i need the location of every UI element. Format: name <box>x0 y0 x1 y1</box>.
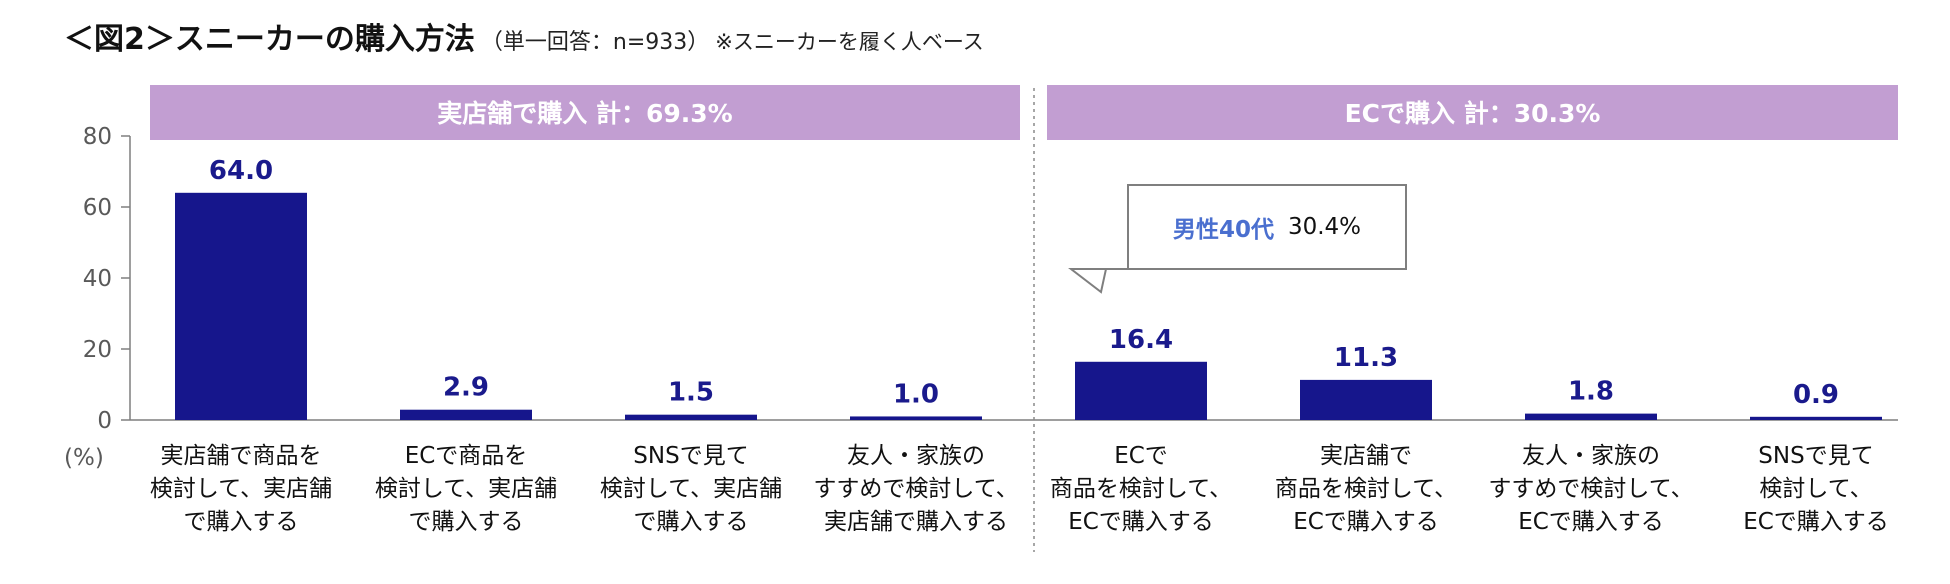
bar <box>1750 416 1882 420</box>
bar-value-label: 2.9 <box>443 373 489 403</box>
bar-value-label: 11.3 <box>1334 343 1398 373</box>
category-label: 検討して、実店舗 <box>600 476 782 502</box>
category-label: で購入する <box>409 509 524 535</box>
bar-value-label: 1.0 <box>893 379 939 409</box>
category-label: ECで購入する <box>1068 509 1214 535</box>
category-label: SNSで見て <box>1758 443 1873 469</box>
chart-title: ＜図2＞スニーカーの購入方法 <box>64 22 475 57</box>
category-label: 実店舗で商品を <box>161 443 322 469</box>
bar <box>1075 361 1207 420</box>
category-label: 検討して、実店舗 <box>375 476 557 502</box>
category-label: 実店舗で <box>1320 443 1412 469</box>
bar <box>1300 379 1432 420</box>
bar-value-label: 16.4 <box>1109 325 1173 355</box>
category-label: 友人・家族の <box>1522 443 1660 469</box>
category-label: すすめで検討して、 <box>1488 476 1693 502</box>
bar <box>850 416 982 420</box>
y-tick-label: 40 <box>83 266 112 292</box>
bar-value-label: 64.0 <box>209 156 273 186</box>
category-label: ECで商品を <box>405 443 528 469</box>
bar <box>1525 413 1657 420</box>
group-header-band <box>1047 85 1898 140</box>
y-unit-label: (%) <box>64 445 104 471</box>
bar <box>625 414 757 420</box>
category-label: で購入する <box>634 509 749 535</box>
y-tick-label: 20 <box>83 337 112 363</box>
category-label: ECで購入する <box>1743 509 1889 535</box>
bar <box>400 409 532 420</box>
category-label: 友人・家族の <box>847 443 985 469</box>
category-label: 実店舗で購入する <box>824 509 1008 535</box>
category-label: 商品を検討して、 <box>1050 476 1232 502</box>
chart-title-row: ＜図2＞スニーカーの購入方法 （単一回答：n=933） ※スニーカーを履く人ベース <box>64 14 984 58</box>
category-label: ECで購入する <box>1293 509 1439 535</box>
category-label: すすめで検討して、 <box>813 476 1018 502</box>
y-tick-label: 60 <box>83 195 112 221</box>
group-header-label: 実店舗で購入 計：69.3% <box>437 99 732 128</box>
category-label: ECで <box>1114 443 1168 469</box>
category-label: ECで購入する <box>1518 509 1664 535</box>
annotation-callout-shape <box>1068 184 1407 294</box>
category-label: で購入する <box>184 509 299 535</box>
y-tick-label: 0 <box>97 408 112 434</box>
category-label: SNSで見て <box>633 443 748 469</box>
annotation-key: 男性40代 <box>1172 217 1274 243</box>
category-label: 商品を検討して、 <box>1275 476 1457 502</box>
bar-value-label: 1.8 <box>1568 377 1614 407</box>
category-label: 検討して、 <box>1759 476 1872 502</box>
chart-subtitle: （単一回答：n=933） <box>480 30 710 55</box>
bar <box>175 192 307 420</box>
group-header-label: ECで購入 計：30.3% <box>1345 99 1601 128</box>
y-tick-label: 80 <box>83 124 112 150</box>
category-label: 検討して、実店舗 <box>150 476 332 502</box>
bar-value-label: 0.9 <box>1793 380 1839 410</box>
bar-value-label: 1.5 <box>668 378 714 408</box>
annotation-value: 30.4% <box>1287 214 1362 240</box>
group-header-band <box>150 85 1020 140</box>
annotation-callout: 男性40代 30.4% <box>1128 185 1406 269</box>
chart-note: ※スニーカーを履く人ベース <box>715 30 984 54</box>
